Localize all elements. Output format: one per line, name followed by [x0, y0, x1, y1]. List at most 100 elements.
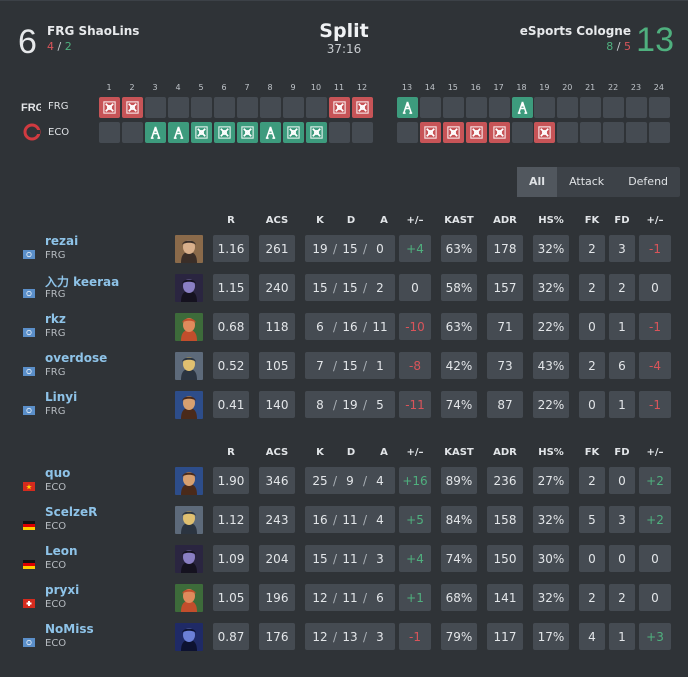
column-header[interactable]: K [316, 447, 324, 458]
stat-adr: 158 [487, 506, 523, 533]
player-name-link[interactable]: rkz [45, 312, 66, 326]
team2-round-21[interactable] [580, 122, 602, 143]
column-header[interactable]: +/– [406, 215, 424, 226]
svg-text:FRG: FRG [21, 102, 41, 114]
team2-round-12[interactable] [352, 122, 373, 143]
column-header[interactable]: ADR [493, 447, 517, 458]
stat-fd: 0 [609, 467, 635, 494]
team2-round-7[interactable] [237, 122, 258, 143]
player-name-link[interactable]: overdose [45, 351, 108, 365]
column-header[interactable]: FK [584, 447, 600, 458]
player-name-link[interactable]: rezai [45, 234, 79, 248]
team2-round-16[interactable] [465, 122, 487, 143]
column-header[interactable]: A [380, 215, 388, 226]
team2-round-8[interactable] [260, 122, 281, 143]
column-header[interactable]: ACS [265, 215, 289, 226]
team1-round-4[interactable] [168, 97, 189, 118]
team1-round-6[interactable] [214, 97, 235, 118]
team2-round-18[interactable] [511, 122, 533, 143]
column-header[interactable]: R [227, 447, 235, 458]
stat-fk: 0 [579, 545, 605, 572]
column-header[interactable]: HS% [538, 215, 564, 226]
team2-round-10[interactable] [306, 122, 327, 143]
column-header[interactable]: +/– [406, 447, 424, 458]
team2-round-6[interactable] [214, 122, 235, 143]
stat-fd: 2 [609, 274, 635, 301]
team1-round-17[interactable] [488, 97, 510, 118]
stat-hs: 30% [533, 545, 569, 572]
column-header[interactable]: D [346, 215, 356, 226]
team2-round-19[interactable] [534, 122, 556, 143]
team2-round-2[interactable] [122, 122, 143, 143]
team1-round-10[interactable] [306, 97, 327, 118]
team1-round-16[interactable] [465, 97, 487, 118]
team2-round-9[interactable] [283, 122, 304, 143]
team1-name[interactable]: FRG ShaoLins [47, 24, 140, 38]
filter-all-button[interactable]: All [517, 167, 558, 197]
filter-defend-button[interactable]: Defend [628, 175, 669, 188]
team1-round-9[interactable] [283, 97, 304, 118]
column-header[interactable]: ADR [493, 215, 517, 226]
team1-round-2[interactable] [122, 97, 143, 118]
team1-round-21[interactable] [580, 97, 602, 118]
team2-round-20[interactable] [557, 122, 579, 143]
team2-round-5[interactable] [191, 122, 212, 143]
team2-round-22[interactable] [603, 122, 625, 143]
team2-round-14[interactable] [419, 122, 441, 143]
team2-round-23[interactable] [626, 122, 647, 143]
stat-adr: 150 [487, 545, 523, 572]
column-header[interactable]: FD [614, 215, 630, 226]
team2-round-13[interactable] [397, 122, 418, 143]
team2-round-11[interactable] [329, 122, 350, 143]
team1-round-1[interactable] [99, 97, 120, 118]
team2-round-24[interactable] [648, 122, 670, 143]
stat-acs: 176 [259, 623, 295, 650]
column-header[interactable]: +/– [646, 447, 664, 458]
team2-round-17[interactable] [488, 122, 510, 143]
stat-fd: 0 [609, 545, 635, 572]
team1-round-13[interactable] [397, 97, 418, 118]
player-name-link[interactable]: Linyi [45, 390, 78, 404]
team1-round-7[interactable] [237, 97, 258, 118]
player-name-link[interactable]: quo [45, 466, 71, 480]
column-header[interactable]: D [346, 447, 356, 458]
player-name-link[interactable]: Leon [45, 544, 78, 558]
column-header[interactable]: K [316, 215, 324, 226]
stat-adr: 73 [487, 352, 523, 379]
team1-round-5[interactable] [191, 97, 212, 118]
column-header[interactable]: KAST [444, 215, 474, 226]
team1-round-3[interactable] [145, 97, 166, 118]
country-flag-icon [23, 632, 35, 651]
team1-round-22[interactable] [603, 97, 625, 118]
column-header[interactable]: ACS [265, 447, 289, 458]
team2-round-4[interactable] [168, 122, 189, 143]
team1-round-19[interactable] [534, 97, 556, 118]
team1-round-24[interactable] [648, 97, 670, 118]
player-name-link[interactable]: 入力 keeraa [45, 275, 120, 289]
team1-round-8[interactable] [260, 97, 281, 118]
column-header[interactable]: FD [614, 447, 630, 458]
team1-round-11[interactable] [329, 97, 350, 118]
stat-adr: 236 [487, 467, 523, 494]
team2-round-15[interactable] [442, 122, 464, 143]
column-header[interactable]: KAST [444, 447, 474, 458]
agent-killjoy-icon [175, 506, 203, 538]
team2-round-3[interactable] [145, 122, 166, 143]
column-header[interactable]: A [380, 447, 388, 458]
team1-round-15[interactable] [442, 97, 464, 118]
team1-round-12[interactable] [352, 97, 373, 118]
column-header[interactable]: R [227, 215, 235, 226]
column-header[interactable]: +/– [646, 215, 664, 226]
player-name-link[interactable]: ScelzeR [45, 505, 98, 519]
team1-round-18[interactable] [511, 97, 533, 118]
team1-round-23[interactable] [626, 97, 647, 118]
team1-round-14[interactable] [419, 97, 441, 118]
team2-round-1[interactable] [99, 122, 120, 143]
filter-attack-button[interactable]: Attack [569, 175, 605, 188]
column-header[interactable]: HS% [538, 447, 564, 458]
player-name-link[interactable]: pryxi [45, 583, 80, 597]
player-name-link[interactable]: NoMiss [45, 622, 94, 636]
team1-round-20[interactable] [557, 97, 579, 118]
team2-name[interactable]: eSports Cologne [519, 24, 631, 38]
column-header[interactable]: FK [584, 215, 600, 226]
